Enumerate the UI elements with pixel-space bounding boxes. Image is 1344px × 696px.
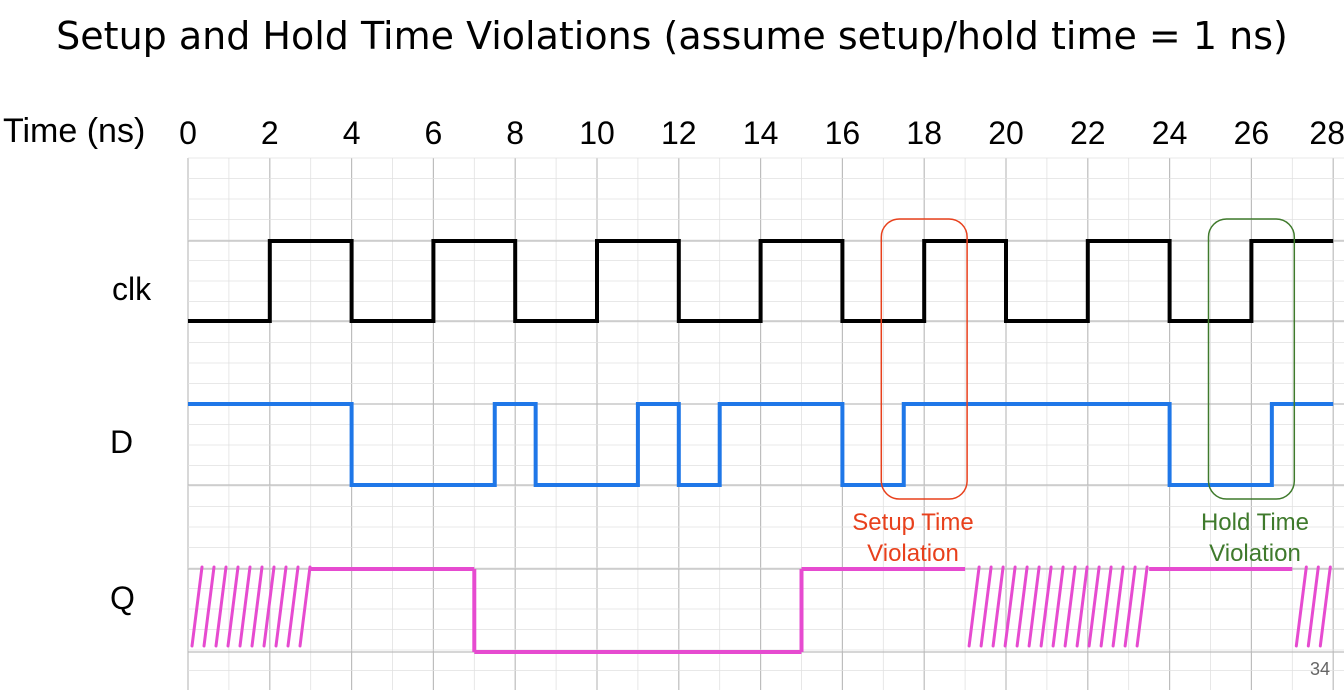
- setup-note-line1: Setup Time: [852, 509, 974, 536]
- tick-label: 0: [179, 115, 197, 151]
- tick-label: 8: [506, 115, 525, 151]
- d-waveform: [188, 402, 1334, 487]
- q-hatch-stroke: [979, 565, 993, 648]
- q-hatch-stroke: [1099, 565, 1113, 648]
- q-hatch-stroke: [250, 565, 264, 648]
- time-axis-label: Time (ns): [3, 112, 146, 150]
- q-hatch-stroke: [298, 565, 312, 648]
- q-hatch-stroke: [1051, 565, 1065, 648]
- q-hatch-stroke: [1294, 565, 1308, 648]
- tick-label: 12: [661, 115, 697, 151]
- q-hatch-stroke: [1123, 565, 1137, 648]
- clk-waveform: [188, 239, 1334, 323]
- q-hatch-stroke: [1075, 565, 1089, 648]
- q-unknown-region: [1294, 565, 1332, 648]
- q-hatch-stroke: [202, 565, 216, 648]
- q-hatch-stroke: [274, 565, 288, 648]
- page-number: 34: [1309, 659, 1330, 679]
- q-hatch-stroke: [214, 565, 228, 648]
- q-hatch-stroke: [286, 565, 300, 648]
- q-label: Q: [110, 580, 135, 616]
- q-hatch-stroke: [1039, 565, 1053, 648]
- setup-note-line2: Violation: [867, 540, 959, 567]
- tick-label: 28: [1309, 115, 1344, 151]
- q-hatch-stroke: [991, 565, 1005, 648]
- tick-label: 4: [342, 115, 361, 151]
- setup-violation-box: [880, 218, 968, 500]
- q-hatch-stroke: [1306, 565, 1320, 648]
- tick-label: 2: [260, 115, 279, 151]
- q-hatch-stroke: [190, 565, 204, 648]
- q-hatch-stroke: [1063, 565, 1077, 648]
- tick-label: 18: [906, 115, 942, 151]
- d-label: D: [110, 424, 134, 460]
- q-hatch-stroke: [238, 565, 252, 648]
- tick-label: 26: [1233, 115, 1270, 151]
- q-unknown-region: [967, 565, 1149, 648]
- hold-note-line1: Hold Time: [1200, 509, 1310, 536]
- violation-markers: [880, 218, 1296, 500]
- q-hatch-stroke: [262, 565, 276, 648]
- tick-label: 22: [1070, 115, 1106, 151]
- tick-label: 24: [1151, 115, 1188, 151]
- tick-label: 20: [988, 115, 1024, 151]
- q-hatch-stroke: [1027, 565, 1041, 648]
- q-hatch-stroke: [1015, 565, 1029, 648]
- q-hatch-stroke: [1135, 565, 1149, 648]
- tick-label: 6: [424, 115, 443, 151]
- q-unknown-region: [190, 565, 312, 648]
- q-hatch-stroke: [1318, 565, 1332, 648]
- q-hatch-stroke: [1003, 565, 1017, 648]
- clk-label: clk: [112, 271, 152, 307]
- hold-violation-note: Hold Time Violation: [1175, 507, 1335, 569]
- waveforms: [188, 239, 1334, 654]
- tick-label: 16: [824, 115, 861, 151]
- tick-label: 10: [579, 115, 615, 151]
- hold-note-line2: Violation: [1209, 540, 1301, 567]
- tick-label: 14: [742, 115, 779, 151]
- q-hatch-stroke: [226, 565, 240, 648]
- setup-violation-note: Setup Time Violation: [833, 507, 993, 569]
- slide-title: Setup and Hold Time Violations (assume s…: [56, 14, 1288, 58]
- q-hatch-stroke: [967, 565, 981, 648]
- q-hatch-stroke: [1087, 565, 1101, 648]
- q-hatch-stroke: [1111, 565, 1125, 648]
- hold-violation-box: [1207, 218, 1296, 500]
